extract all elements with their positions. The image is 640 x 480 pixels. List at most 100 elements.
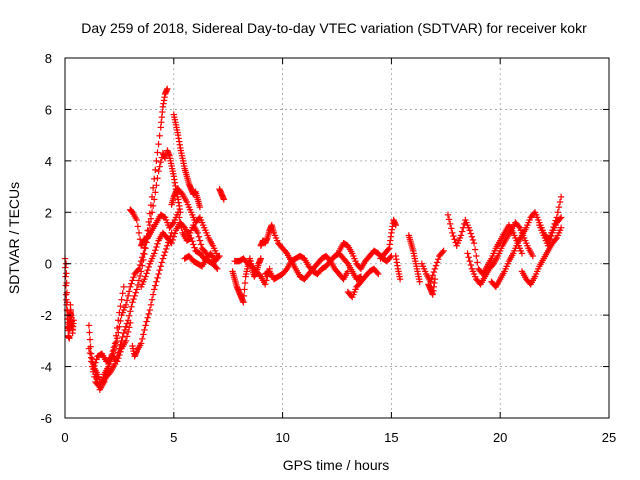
data-point bbox=[240, 299, 247, 306]
data-point bbox=[142, 322, 149, 329]
data-point bbox=[467, 261, 475, 269]
data-point bbox=[142, 273, 149, 280]
data-point bbox=[433, 259, 441, 266]
data-point bbox=[140, 331, 147, 338]
data-layer bbox=[61, 85, 565, 393]
data-point bbox=[106, 356, 113, 363]
data-point bbox=[466, 257, 473, 265]
data-point bbox=[194, 229, 201, 237]
data-point bbox=[114, 324, 121, 332]
y-tick-label: 8 bbox=[45, 51, 52, 66]
data-point bbox=[444, 211, 452, 219]
data-point bbox=[145, 263, 152, 271]
data-point bbox=[90, 365, 97, 373]
data-point bbox=[548, 232, 555, 240]
data-point bbox=[392, 221, 399, 229]
data-point bbox=[63, 279, 70, 287]
data-point bbox=[557, 224, 565, 231]
data-point bbox=[451, 236, 458, 243]
data-point bbox=[116, 309, 123, 316]
data-point bbox=[449, 229, 456, 237]
y-axis-label: SDTVAR / TECUs bbox=[6, 182, 22, 294]
data-point bbox=[117, 302, 124, 310]
data-point bbox=[106, 369, 113, 377]
data-point bbox=[143, 318, 150, 325]
y-tick-label: 2 bbox=[45, 205, 52, 220]
data-point bbox=[120, 283, 127, 291]
data-point bbox=[515, 223, 522, 230]
data-point bbox=[134, 281, 142, 289]
data-point bbox=[469, 236, 477, 244]
data-point bbox=[107, 355, 114, 363]
data-point bbox=[156, 266, 163, 274]
data-point bbox=[141, 244, 148, 251]
data-point bbox=[457, 232, 465, 239]
data-point bbox=[85, 322, 93, 329]
data-point bbox=[128, 280, 135, 287]
data-point bbox=[151, 250, 158, 257]
data-point bbox=[129, 299, 136, 306]
data-point bbox=[168, 239, 175, 247]
data-point bbox=[384, 246, 392, 253]
data-point bbox=[448, 225, 455, 232]
data-point bbox=[430, 268, 438, 276]
data-point bbox=[151, 286, 158, 293]
data-point bbox=[86, 329, 93, 336]
y-tick-label: 0 bbox=[45, 257, 52, 272]
data-point bbox=[108, 351, 115, 359]
data-point bbox=[545, 239, 553, 246]
data-point bbox=[97, 380, 105, 388]
data-point bbox=[124, 292, 132, 300]
data-point bbox=[124, 328, 132, 336]
data-point bbox=[157, 263, 164, 270]
data-point bbox=[147, 301, 155, 309]
x-tick-label: 5 bbox=[170, 430, 177, 445]
data-point bbox=[136, 272, 144, 280]
data-point bbox=[119, 333, 126, 341]
data-point bbox=[257, 255, 265, 262]
data-point bbox=[85, 345, 93, 352]
data-point bbox=[115, 329, 122, 336]
data-point bbox=[115, 355, 122, 362]
tick-layer: 0 5 10 15 20 25 -6 -4 -2 0 2 4 6 8 bbox=[40, 51, 616, 445]
data-point bbox=[450, 232, 457, 240]
data-point bbox=[152, 166, 159, 174]
data-point bbox=[122, 323, 130, 330]
data-point bbox=[214, 265, 221, 273]
data-point bbox=[160, 213, 168, 220]
data-point bbox=[137, 340, 145, 347]
data-point bbox=[93, 356, 100, 363]
data-point bbox=[154, 175, 161, 182]
chart-title: Day 259 of 2018, Sidereal Day-to-day VTE… bbox=[81, 20, 587, 36]
data-point bbox=[112, 332, 120, 339]
data-point bbox=[432, 262, 440, 269]
data-point bbox=[62, 273, 69, 280]
data-point bbox=[356, 274, 364, 281]
data-point bbox=[123, 333, 131, 340]
data-point bbox=[158, 259, 166, 266]
data-point bbox=[169, 236, 176, 244]
data-point bbox=[125, 324, 133, 331]
data-point bbox=[153, 243, 160, 251]
data-point bbox=[374, 269, 381, 276]
data-point bbox=[241, 286, 248, 293]
y-tick-label: -4 bbox=[40, 360, 52, 375]
data-point bbox=[439, 248, 446, 256]
data-point bbox=[116, 351, 123, 359]
data-point bbox=[465, 254, 472, 261]
data-point bbox=[146, 306, 154, 314]
data-point bbox=[191, 244, 198, 251]
data-point bbox=[157, 158, 164, 166]
data-point bbox=[109, 347, 117, 355]
data-point bbox=[130, 274, 137, 281]
data-point bbox=[141, 250, 148, 258]
data-point bbox=[152, 247, 159, 254]
x-tick-label: 25 bbox=[602, 430, 616, 445]
data-point bbox=[123, 320, 131, 327]
data-point bbox=[178, 189, 185, 197]
data-point bbox=[130, 295, 137, 303]
data-point bbox=[164, 85, 171, 93]
data-point bbox=[171, 230, 179, 237]
x-tick-label: 0 bbox=[61, 430, 68, 445]
data-point bbox=[156, 132, 163, 139]
